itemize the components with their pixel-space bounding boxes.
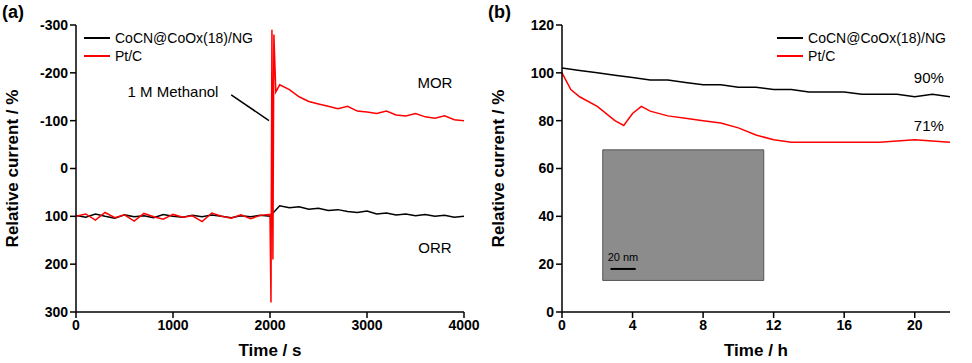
svg-text:-200: -200 [40,65,68,81]
svg-text:20: 20 [538,256,554,272]
svg-text:Time / h: Time / h [724,341,788,360]
svg-text:90%: 90% [914,69,944,86]
svg-text:4: 4 [629,317,637,333]
svg-text:0: 0 [558,317,566,333]
html-text:(a): (a) [2,2,24,22]
svg-text:0: 0 [60,160,68,176]
html-text:Pt/C: Pt/C [808,48,836,64]
svg-text:100: 100 [531,65,555,81]
svg-text:60: 60 [538,160,554,176]
svg-text:100: 100 [45,208,69,224]
svg-text:12: 12 [766,317,782,333]
svg-text:200: 200 [45,256,69,272]
svg-text:80: 80 [538,113,554,129]
html-text:Pt/C: Pt/C [115,48,143,64]
svg-text:ORR: ORR [418,239,452,256]
svg-text:Time / s: Time / s [239,341,302,360]
html-text:CoCN@CoOx(18)/NG: CoCN@CoOx(18)/NG [808,30,946,46]
svg-text:1 M Methanol: 1 M Methanol [128,83,219,100]
svg-text:-300: -300 [40,17,68,33]
svg-text:Relative current / %: Relative current / % [3,90,22,248]
html-text:(b): (b) [488,2,511,22]
svg-text:71%: 71% [914,117,944,134]
html-text:CoCN@CoOx(18)/NG: CoCN@CoOx(18)/NG [115,30,253,46]
svg-text:16: 16 [836,317,852,333]
svg-text:MOR: MOR [417,74,452,91]
svg-text:20 nm: 20 nm [608,251,639,263]
svg-text:Relative current / %: Relative current / % [489,90,508,248]
svg-text:0: 0 [72,317,80,333]
svg-text:120: 120 [531,17,555,33]
svg-text:0: 0 [546,304,554,320]
svg-text:1000: 1000 [157,317,188,333]
svg-text:40: 40 [538,208,554,224]
svg-text:3000: 3000 [351,317,382,333]
svg-text:4000: 4000 [448,317,479,333]
svg-text:20: 20 [907,317,923,333]
svg-text:-100: -100 [40,113,68,129]
svg-text:300: 300 [45,304,69,320]
svg-text:8: 8 [699,317,707,333]
svg-text:2000: 2000 [254,317,285,333]
